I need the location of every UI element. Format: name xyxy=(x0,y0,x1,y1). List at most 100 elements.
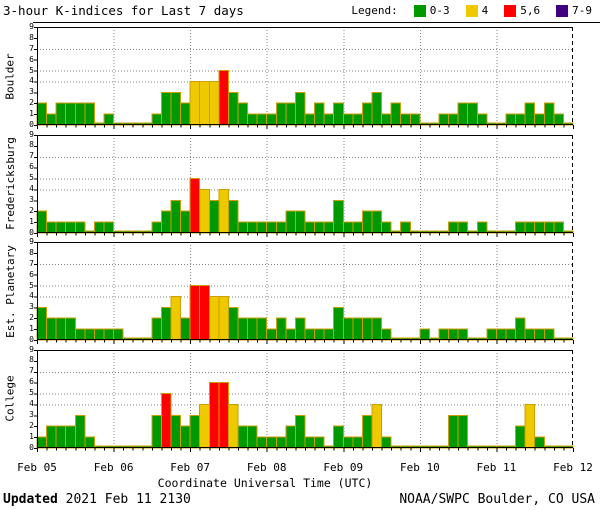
k-index-bar xyxy=(247,317,258,341)
y-tick-label: 1 xyxy=(29,431,34,441)
k-index-bar xyxy=(381,436,392,449)
legend-item-label: 5,6 xyxy=(520,4,541,17)
k-index-bar xyxy=(323,328,335,341)
legend-item-label: 4 xyxy=(481,4,489,17)
updated-label: Updated xyxy=(3,492,58,507)
k-index-bar xyxy=(113,328,124,341)
k-index-bar xyxy=(208,199,220,233)
k-index-bar xyxy=(218,188,229,233)
k-index-bar xyxy=(534,436,545,449)
k-index-bar xyxy=(256,317,268,341)
k-index-bar xyxy=(189,80,201,126)
purple-swatch-icon xyxy=(556,4,569,17)
k-index-bar xyxy=(237,221,249,234)
k-index-bar xyxy=(515,317,526,341)
k-index-bar xyxy=(227,91,239,126)
y-tick-label: 5 xyxy=(29,280,34,290)
k-index-bar xyxy=(170,199,182,233)
k-index-bar xyxy=(180,102,191,126)
k-index-bar xyxy=(515,425,526,449)
y-tick-label: 1 xyxy=(29,216,34,226)
k-index-bar xyxy=(199,285,210,341)
k-index-bar xyxy=(46,425,57,449)
x-tick-label: Feb 06 xyxy=(93,461,134,474)
y-tick-label: 4 xyxy=(29,76,34,86)
k-index-bar xyxy=(457,414,469,448)
panel-plot-boulder xyxy=(34,27,574,129)
k-index-bar xyxy=(46,113,57,126)
k-index-bar xyxy=(36,436,48,449)
y-tick-label: 8 xyxy=(29,247,34,257)
k-index-bar xyxy=(476,221,488,234)
k-index-bar xyxy=(151,414,162,448)
k-index-bar xyxy=(314,436,325,449)
legend-item-green: 0-3 xyxy=(413,4,450,17)
k-index-bar xyxy=(438,328,450,341)
y-tick-label: 5 xyxy=(29,173,34,183)
y-tick-label: 4 xyxy=(29,291,34,301)
station-label-est-planetary: Est. Planetary xyxy=(2,242,18,340)
k-index-bar xyxy=(93,328,105,341)
k-index-bar xyxy=(266,113,277,126)
k-index-bar xyxy=(275,317,287,341)
y-tick-label: 9 xyxy=(29,129,34,139)
k-index-bar xyxy=(361,317,373,341)
k-index-bar xyxy=(55,102,67,126)
y-tick-label: 8 xyxy=(29,32,34,42)
k-index-bar xyxy=(55,317,67,341)
k-index-bar xyxy=(342,221,354,234)
k-index-bar xyxy=(333,199,344,233)
k-index-bar xyxy=(381,113,392,126)
k-index-bar xyxy=(218,70,229,126)
green-swatch-icon xyxy=(413,4,426,17)
y-tick-label: 0 xyxy=(29,120,34,129)
k-index-bar xyxy=(189,177,201,233)
k-index-bar xyxy=(218,295,229,341)
k-index-bar xyxy=(160,392,172,448)
y-tick-label: 4 xyxy=(29,398,34,408)
k-index-bar xyxy=(199,188,210,233)
k-index-bar xyxy=(237,102,249,126)
k-index-bar xyxy=(189,285,201,341)
k-index-bar xyxy=(495,328,507,341)
k-index-bar xyxy=(381,328,392,341)
k-index-bar xyxy=(170,295,182,341)
y-tick-label: 7 xyxy=(29,258,34,268)
y-tick-label: 8 xyxy=(29,355,34,365)
k-index-bar xyxy=(342,436,354,449)
k-index-bar xyxy=(534,328,545,341)
credit-text: NOAA/SWPC Boulder, CO USA xyxy=(399,492,595,507)
k-index-bar xyxy=(55,221,67,234)
k-index-bar xyxy=(361,102,373,126)
k-index-bar xyxy=(285,328,296,341)
k-index-bar xyxy=(103,113,115,126)
station-label-text: College xyxy=(3,375,17,422)
k-index-bar xyxy=(342,317,354,341)
k-index-bar xyxy=(543,221,555,234)
k-index-bar xyxy=(199,80,210,126)
k-index-bar xyxy=(304,436,316,449)
chart-title: 3-hour K-indices for Last 7 days xyxy=(3,3,244,18)
k-index-bar xyxy=(294,210,306,234)
k-index-bar xyxy=(55,425,67,449)
k-index-bar xyxy=(457,221,469,234)
k-index-bar xyxy=(409,113,421,126)
k-index-bar xyxy=(543,102,555,126)
y-tick-label: 6 xyxy=(29,269,34,279)
y-tick-label: 9 xyxy=(29,22,34,31)
y-tick-label: 0 xyxy=(29,335,34,344)
k-index-bar xyxy=(237,425,249,449)
k-index-bar xyxy=(84,436,95,449)
y-tick-label: 9 xyxy=(29,237,34,246)
y-tick-label: 1 xyxy=(29,109,34,119)
k-index-bar xyxy=(275,102,287,126)
k-index-bar xyxy=(227,199,239,233)
k-index-bar xyxy=(476,113,488,126)
y-tick-label: 6 xyxy=(29,377,34,387)
k-index-bar xyxy=(160,91,172,126)
y-tick-label: 6 xyxy=(29,54,34,64)
k-index-bar xyxy=(208,295,220,341)
k-index-bar xyxy=(333,425,344,449)
red-swatch-icon xyxy=(504,4,517,17)
y-tick-label: 6 xyxy=(29,162,34,172)
